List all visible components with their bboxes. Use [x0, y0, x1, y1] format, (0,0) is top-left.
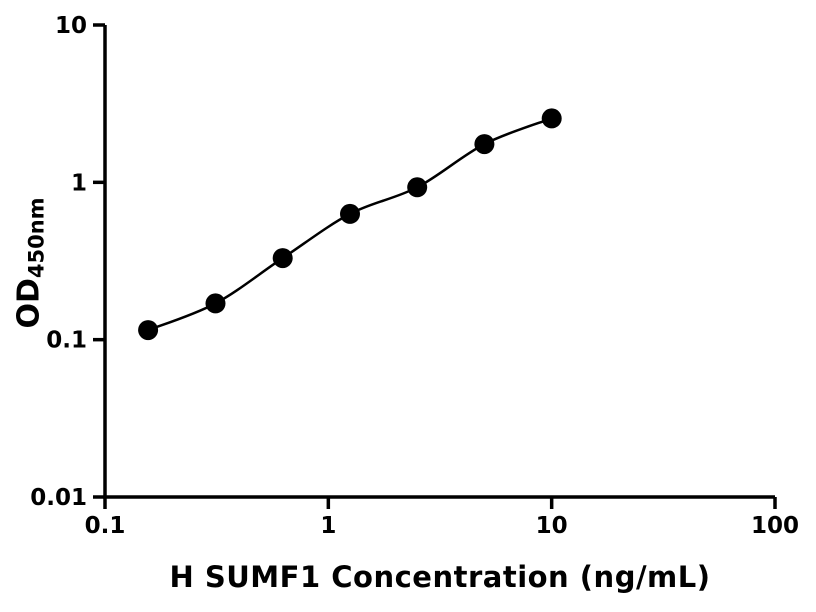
data-point — [407, 177, 428, 198]
x-axis-title: H SUMF1 Concentration (ng/mL) — [169, 560, 711, 594]
x-tick-label: 1 — [320, 513, 336, 539]
y-tick-label: 10 — [55, 13, 87, 39]
y-axis-title: OD450nm — [12, 197, 49, 328]
x-tick-label: 10 — [536, 513, 568, 539]
x-tick-label: 0.1 — [85, 513, 126, 539]
y-tick-label: 0.1 — [46, 328, 87, 354]
data-point — [138, 320, 159, 341]
x-tick-label: 100 — [751, 513, 799, 539]
y-axis-title-sub: 450nm — [24, 197, 49, 279]
data-point — [205, 293, 226, 314]
data-point — [541, 108, 562, 129]
y-axis-title-main: OD — [11, 278, 47, 329]
data-point — [340, 203, 360, 224]
data-point — [474, 134, 495, 155]
data-point — [272, 248, 293, 269]
y-tick-label: 0.01 — [30, 485, 87, 511]
y-tick-label: 1 — [71, 170, 87, 196]
axis-lines — [103, 25, 775, 499]
